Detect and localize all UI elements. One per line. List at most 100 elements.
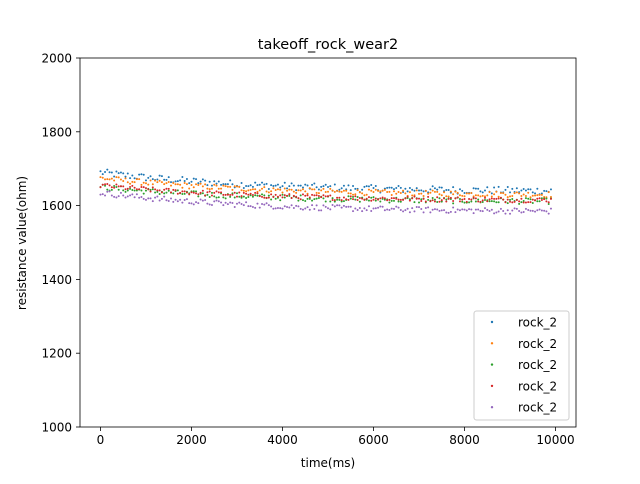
data-point: [408, 211, 411, 214]
data-point: [220, 201, 223, 204]
data-point: [124, 190, 127, 193]
data-point: [311, 204, 314, 207]
data-point: [367, 185, 370, 188]
data-point: [283, 181, 286, 184]
data-point: [199, 191, 202, 194]
data-point: [106, 188, 109, 191]
data-point: [336, 196, 339, 199]
data-point: [165, 182, 168, 185]
data-point: [397, 198, 400, 201]
data-point: [388, 198, 391, 201]
data-point: [165, 191, 168, 194]
data-point: [170, 181, 173, 184]
data-point: [390, 207, 393, 210]
data-point: [142, 197, 145, 200]
data-point: [179, 191, 182, 194]
data-point: [549, 197, 552, 200]
data-point: [104, 183, 107, 186]
data-point: [217, 180, 220, 183]
data-point: [254, 194, 257, 197]
data-point: [342, 196, 345, 199]
data-point: [324, 183, 327, 186]
data-point: [172, 181, 175, 184]
data-point: [292, 190, 295, 193]
data-point: [126, 181, 129, 184]
data-point: [117, 176, 120, 179]
series-2: [99, 176, 552, 199]
data-point: [502, 192, 505, 195]
data-point: [151, 183, 154, 186]
data-point: [379, 190, 382, 193]
data-point: [527, 188, 530, 191]
data-point: [317, 197, 320, 200]
data-point: [290, 188, 293, 191]
data-point: [263, 194, 266, 197]
data-point: [392, 188, 395, 191]
data-point: [445, 211, 448, 214]
data-point: [281, 191, 284, 194]
data-point: [299, 194, 302, 197]
data-point: [458, 200, 461, 203]
data-point: [133, 181, 136, 184]
data-point: [388, 190, 391, 193]
data-point: [468, 201, 471, 204]
data-point: [329, 187, 332, 190]
data-point: [509, 200, 512, 203]
data-point: [518, 200, 521, 203]
data-point: [445, 195, 448, 198]
data-point: [263, 186, 266, 189]
data-point: [361, 197, 364, 200]
data-point: [308, 197, 311, 200]
data-point: [420, 208, 423, 211]
data-point: [192, 190, 195, 193]
data-point: [536, 200, 539, 203]
data-point: [235, 192, 238, 195]
data-point: [427, 198, 430, 201]
data-point: [406, 207, 409, 210]
data-point: [347, 192, 350, 195]
data-point: [174, 183, 177, 186]
data-point: [256, 184, 259, 187]
data-point: [242, 204, 245, 207]
data-point: [299, 184, 302, 187]
data-point: [538, 200, 541, 203]
data-point: [345, 205, 348, 208]
data-point: [279, 194, 282, 197]
data-point: [333, 199, 336, 202]
data-point: [210, 191, 213, 194]
data-point: [315, 204, 318, 207]
data-point: [99, 186, 102, 189]
data-point: [306, 197, 309, 200]
data-point: [386, 199, 389, 202]
data-point: [229, 179, 232, 182]
data-point: [356, 208, 359, 211]
data-point: [524, 197, 527, 200]
data-point: [129, 182, 132, 185]
data-point: [454, 211, 457, 214]
data-point: [509, 198, 512, 201]
data-point: [188, 187, 191, 190]
data-point: [149, 188, 152, 191]
data-point: [545, 197, 548, 200]
data-point: [199, 182, 202, 185]
data-point: [529, 188, 532, 191]
data-point: [304, 194, 307, 197]
data-point: [361, 210, 364, 213]
data-point: [413, 195, 416, 198]
data-point: [374, 185, 377, 188]
data-point: [424, 207, 427, 210]
data-point: [447, 195, 450, 198]
data-point: [224, 193, 227, 196]
data-point: [365, 209, 368, 212]
legend-marker: [490, 363, 494, 366]
data-point: [151, 186, 154, 189]
data-point: [431, 199, 434, 202]
data-point: [272, 187, 275, 190]
data-point: [290, 204, 293, 207]
data-point: [465, 200, 468, 203]
data-point: [436, 201, 439, 203]
data-point: [213, 191, 216, 194]
data-point: [379, 200, 382, 203]
data-point: [281, 196, 284, 199]
